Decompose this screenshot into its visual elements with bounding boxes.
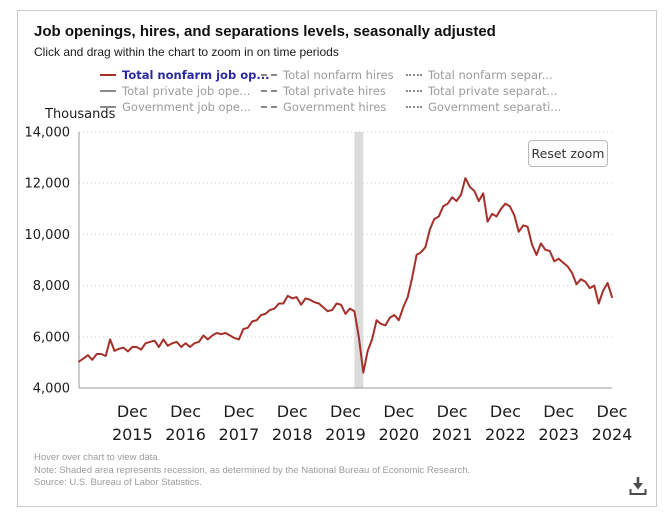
y-tick-label: 10,000 bbox=[25, 228, 71, 243]
y-tick-label: 8,000 bbox=[33, 279, 70, 294]
x-tick-year: 2022 bbox=[485, 425, 526, 444]
legend-item-total-nonfarm-hires[interactable]: Total nonfarm hires bbox=[261, 67, 406, 83]
x-tick-month: Dec bbox=[437, 402, 468, 421]
download-button[interactable] bbox=[623, 472, 653, 502]
legend-item-total-nonfarm-separations[interactable]: Total nonfarm separ... bbox=[406, 67, 576, 83]
recession-band bbox=[354, 132, 364, 388]
x-tick-month: Dec bbox=[330, 402, 361, 421]
legend-label: Total private job ope... bbox=[122, 84, 251, 98]
legend-item-total-nonfarm-job-openings[interactable]: Total nonfarm job op... bbox=[100, 67, 269, 83]
legend-label: Total private separat... bbox=[428, 84, 558, 98]
total-nonfarm-job-openings-line bbox=[78, 177, 613, 374]
legend-item-government-job-openings[interactable]: Government job ope... bbox=[100, 99, 261, 115]
legend-label: Total nonfarm job op... bbox=[122, 68, 270, 82]
legend-label: Total private hires bbox=[283, 84, 386, 98]
reset-zoom-button[interactable]: Reset zoom bbox=[528, 140, 608, 167]
x-tick-year: 2015 bbox=[112, 425, 153, 444]
legend-item-total-private-job-openings[interactable]: Total private job ope... bbox=[100, 83, 261, 99]
x-tick-month: Dec bbox=[223, 402, 254, 421]
dashed-line-icon bbox=[261, 90, 277, 92]
y-tick-label: 12,000 bbox=[25, 177, 71, 192]
dashed-line-icon bbox=[261, 74, 277, 76]
solid-line-icon bbox=[100, 90, 116, 92]
x-tick-year: 2016 bbox=[165, 425, 206, 444]
x-tick-year: 2024 bbox=[592, 425, 633, 444]
x-tick-year: 2021 bbox=[432, 425, 473, 444]
legend-label: Total nonfarm hires bbox=[283, 68, 394, 82]
x-tick-year: 2019 bbox=[325, 425, 366, 444]
x-tick-month: Dec bbox=[597, 402, 628, 421]
x-tick-month: Dec bbox=[277, 402, 308, 421]
x-tick-year: 2018 bbox=[272, 425, 313, 444]
legend-label: Government separati... bbox=[428, 100, 562, 114]
x-tick-year: 2023 bbox=[538, 425, 579, 444]
chart-plot-area[interactable]: 4,000 6,000 8,000 10,000 12,000 14,000 Dec 2015… bbox=[18, 11, 658, 508]
solid-line-icon bbox=[100, 106, 116, 108]
chart-subtitle: Click and drag within the chart to zoom … bbox=[34, 45, 339, 59]
dotted-line-icon bbox=[406, 74, 422, 76]
legend-label: Government job ope... bbox=[122, 100, 251, 114]
jolts-chart-widget: Job openings, hires, and separations lev… bbox=[17, 10, 657, 507]
chart-legend: Total nonfarm job op... Total private jo… bbox=[100, 67, 576, 115]
x-tick-month: Dec bbox=[117, 402, 148, 421]
legend-column-openings: Total nonfarm job op... Total private jo… bbox=[100, 67, 269, 115]
dotted-line-icon bbox=[406, 90, 422, 92]
x-tick-month: Dec bbox=[490, 402, 521, 421]
solid-line-icon bbox=[100, 74, 116, 76]
y-tick-label: 4,000 bbox=[33, 382, 70, 397]
x-tick-month: Dec bbox=[170, 402, 201, 421]
legend-item-government-separations[interactable]: Government separati... bbox=[406, 99, 576, 115]
legend-label: Total nonfarm separ... bbox=[428, 68, 553, 82]
footnote-recession: Note: Shaded area represents recession, … bbox=[34, 464, 471, 476]
dotted-line-icon bbox=[406, 106, 422, 108]
legend-item-government-hires[interactable]: Government hires bbox=[261, 99, 406, 115]
y-tick-label: 6,000 bbox=[33, 330, 70, 345]
legend-column-separations: Total nonfarm separ... Total private sep… bbox=[406, 67, 576, 115]
y-axis-unit-label: Thousands bbox=[45, 107, 116, 122]
legend-item-total-private-separations[interactable]: Total private separat... bbox=[406, 83, 576, 99]
x-tick-year: 2017 bbox=[219, 425, 260, 444]
legend-label: Government hires bbox=[283, 100, 387, 114]
download-icon bbox=[629, 477, 647, 495]
footnote-hover: Hover over chart to view data. bbox=[34, 452, 161, 463]
legend-item-total-private-hires[interactable]: Total private hires bbox=[261, 83, 406, 99]
x-tick-month: Dec bbox=[383, 402, 414, 421]
legend-column-hires: Total nonfarm hires Total private hires … bbox=[261, 67, 406, 115]
page-title: Job openings, hires, and separations lev… bbox=[34, 23, 496, 40]
chart-footnotes: Hover over chart to view data. Note: Sha… bbox=[34, 452, 470, 490]
dashed-line-icon bbox=[261, 106, 277, 108]
x-tick-month: Dec bbox=[543, 402, 574, 421]
footnote-source: Source: U.S. Bureau of Labor Statistics. bbox=[34, 477, 202, 488]
y-tick-label: 14,000 bbox=[25, 126, 71, 141]
x-tick-year: 2020 bbox=[378, 425, 419, 444]
